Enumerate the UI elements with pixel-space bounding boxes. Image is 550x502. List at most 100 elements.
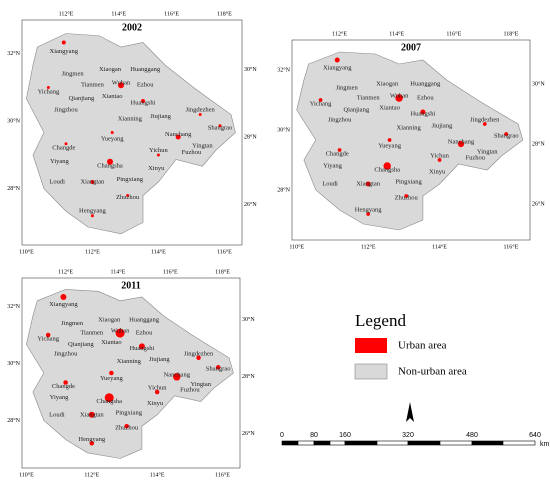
city-label: Xinyu [147,400,164,407]
city-label: Huanggang [130,66,161,73]
city-label: Xiangyang [50,48,79,55]
urban-area [395,94,403,102]
city-label: Jingzhou [54,350,78,357]
city-label: Yiyang [50,394,70,401]
city-label: Nanchang [164,371,191,378]
city-label: Xianning [117,358,142,365]
urban-area [89,441,95,446]
city-label: Fuzhou [466,154,486,161]
city-label: Xiantao [102,93,123,100]
lon-label: 116°E [504,243,519,250]
city-label: Huangshi [410,110,435,117]
urban-area [90,180,95,184]
urban-area [366,212,371,216]
city-label: Nanchang [165,131,192,138]
urban-area [365,181,371,187]
city-label: Changde [326,150,349,157]
city-label: Jingmen [336,84,359,91]
city-label: Hengyang [79,208,106,215]
urban-area [154,389,160,395]
city-label: Yichang [37,335,59,342]
urban-area [118,82,124,89]
city-label: Wuhan [111,328,130,335]
lon-label: 116°E [215,471,230,478]
north-arrow [406,402,414,422]
city-label: Jingzhou [54,106,78,113]
city-label: Pingxiang [117,176,144,183]
city-label: Yichun [149,147,169,154]
urban-area [61,40,66,45]
city-label: Xiantao [379,104,400,111]
city-label: Qianjiang [68,341,94,348]
lon-label: 112°E [84,471,99,478]
urban-area [156,153,160,157]
region-shape [296,51,524,231]
city-label: Yueyang [378,142,401,149]
map-panel: 2007 Xiangyang Jingmen Xiaogan Huanggang Yich… [277,30,545,250]
city-label: Jingmen [62,70,85,77]
city-label: Wuhan [390,92,409,99]
urban-area [64,142,68,146]
lon-label: 110°E [19,248,34,255]
lat-label: 26°N [244,201,257,208]
city-label: Zhuzhou [116,194,140,201]
city-label: Jingdezhen [184,350,214,357]
legend-label: Urban area [398,340,447,352]
lon-label: 110°E [289,243,304,250]
urban-area [173,373,181,381]
scale-label: 0 [280,432,284,439]
lon-label: 110°E [19,471,34,478]
city-label: Changsha [96,398,122,405]
lon-label: 118°E [217,10,232,17]
city-label: Xiaogan [99,66,122,73]
scale-label: 160 [339,432,351,439]
lon-label: 114°E [151,248,166,255]
lon-label: 116°E [217,248,232,255]
lon-label: 118°E [215,268,230,275]
lon-label: 112°E [332,30,347,37]
city-label: Jingzhou [328,116,352,123]
legend-title: Legend [355,311,406,330]
city-label: Xinyu [429,168,446,175]
lat-label: 28°N [7,417,20,424]
region-shape [26,33,236,235]
urban-area [198,113,202,116]
city-label: Shangrao [494,132,519,139]
city-label: Yiyang [50,158,70,165]
scale-label: 320 [402,432,414,439]
city-label: Changde [52,383,75,390]
panel-title: 2007 [401,42,421,53]
urban-area [383,162,391,170]
city-label: Xiangtan [80,411,105,418]
urban-area [110,131,114,134]
scale-segment [439,440,473,446]
city-label: Loudi [49,411,65,418]
scale-segment [329,440,346,446]
scale-segment [297,440,315,446]
city-label: Changsha [97,163,123,170]
scale-label: 480 [466,432,478,439]
urban-area [404,194,409,198]
legend-label: Non-urban area [398,366,467,378]
urban-area [457,140,465,148]
urban-area [387,138,392,142]
city-label: Ezhou [417,94,434,101]
city-label: Yiyang [323,162,343,169]
lat-label: 30°N [244,66,257,73]
lat-label: 30°N [242,316,255,323]
urban-area [318,98,323,102]
city-label: Tianmen [81,82,105,89]
city-label: Jingmen [61,320,84,327]
lat-label: 30°N [532,80,545,87]
city-label: Hengyang [78,436,105,443]
city-label: Jingdezhen [470,116,500,123]
urban-area [60,294,67,300]
panel-title: 2002 [122,22,142,33]
city-label: Wuhan [112,79,131,86]
map-panel: 2002 Xiangyang Jingmen Xiaogan Huanggang Yich… [7,10,257,255]
city-label: Fuzhou [182,149,202,156]
urban-area [126,194,130,197]
lon-label: 114°E [111,10,126,17]
legend-swatch-urban [355,338,387,353]
